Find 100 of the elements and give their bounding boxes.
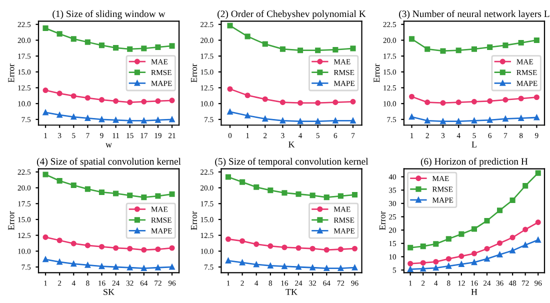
x-axis-title: TK xyxy=(286,289,298,295)
point xyxy=(155,44,161,50)
point xyxy=(420,244,426,250)
point xyxy=(262,41,268,47)
point xyxy=(254,184,260,190)
point xyxy=(310,246,316,252)
chart-title: (1) Size of sliding window w xyxy=(52,10,166,20)
point xyxy=(113,45,119,51)
point xyxy=(244,112,250,118)
point xyxy=(268,243,274,249)
point xyxy=(155,264,161,270)
point xyxy=(484,218,490,224)
point xyxy=(352,192,358,198)
point xyxy=(535,220,541,226)
point xyxy=(227,86,233,92)
y-axis-title: Error xyxy=(379,211,386,230)
point xyxy=(98,244,105,250)
x-axis-title: w xyxy=(106,143,112,148)
point xyxy=(350,118,356,124)
point xyxy=(497,208,503,214)
point xyxy=(424,118,430,124)
point xyxy=(487,98,493,104)
point xyxy=(487,117,493,123)
point xyxy=(510,234,516,240)
point xyxy=(497,240,503,246)
point xyxy=(141,265,147,272)
point xyxy=(458,253,464,259)
point xyxy=(141,98,147,104)
point xyxy=(127,246,133,252)
x-axis-title: SK xyxy=(104,288,114,296)
x-axis-title: H xyxy=(471,289,478,295)
point xyxy=(424,46,430,52)
point xyxy=(84,262,90,268)
x-axis-title: L xyxy=(472,141,476,148)
point xyxy=(408,94,415,100)
point xyxy=(315,100,321,106)
point xyxy=(155,193,161,199)
point xyxy=(487,44,493,50)
point xyxy=(458,231,464,237)
point xyxy=(446,236,452,242)
point xyxy=(240,260,246,266)
point xyxy=(310,192,316,198)
point xyxy=(70,93,76,99)
point xyxy=(408,244,414,250)
point xyxy=(225,258,232,264)
y-axis-title: Error xyxy=(8,211,14,230)
point xyxy=(296,245,302,251)
point xyxy=(352,264,358,270)
y-axis-title: Error xyxy=(190,64,197,82)
point xyxy=(332,100,338,106)
point xyxy=(70,182,76,188)
point xyxy=(518,115,524,121)
point xyxy=(518,96,524,102)
point xyxy=(98,189,105,195)
point xyxy=(42,88,48,94)
point xyxy=(240,179,246,185)
point xyxy=(127,118,133,124)
point xyxy=(268,262,274,269)
point xyxy=(408,266,414,272)
point xyxy=(424,100,430,106)
point xyxy=(98,42,105,48)
point xyxy=(127,46,133,52)
point xyxy=(98,97,105,103)
point xyxy=(440,100,446,106)
point xyxy=(510,248,516,254)
point xyxy=(440,48,446,54)
point xyxy=(169,245,175,251)
point xyxy=(84,95,90,101)
point xyxy=(141,247,147,253)
point xyxy=(298,100,304,106)
point xyxy=(169,191,175,197)
point xyxy=(310,264,316,270)
point xyxy=(522,226,528,232)
point xyxy=(113,117,119,123)
point xyxy=(352,246,358,252)
point xyxy=(56,31,62,37)
point xyxy=(433,258,439,265)
point xyxy=(84,186,90,192)
point xyxy=(280,100,286,106)
point xyxy=(84,242,90,248)
point xyxy=(155,98,161,104)
point xyxy=(155,246,161,252)
point xyxy=(484,246,490,252)
x-axis-title: K xyxy=(288,141,295,148)
point xyxy=(113,98,119,104)
point xyxy=(298,48,304,54)
point xyxy=(471,250,477,256)
point xyxy=(42,25,48,31)
point xyxy=(254,241,260,247)
point xyxy=(408,260,414,266)
point xyxy=(510,197,516,203)
point xyxy=(56,238,62,244)
point xyxy=(446,256,452,262)
point xyxy=(534,37,540,43)
point xyxy=(268,188,274,194)
chart-title: (4) Size of spatial convolution kernel xyxy=(36,158,181,167)
chart-title: (6) Horizon of prediction H xyxy=(420,158,528,167)
point xyxy=(296,191,302,197)
point xyxy=(420,266,426,272)
point xyxy=(497,252,503,258)
